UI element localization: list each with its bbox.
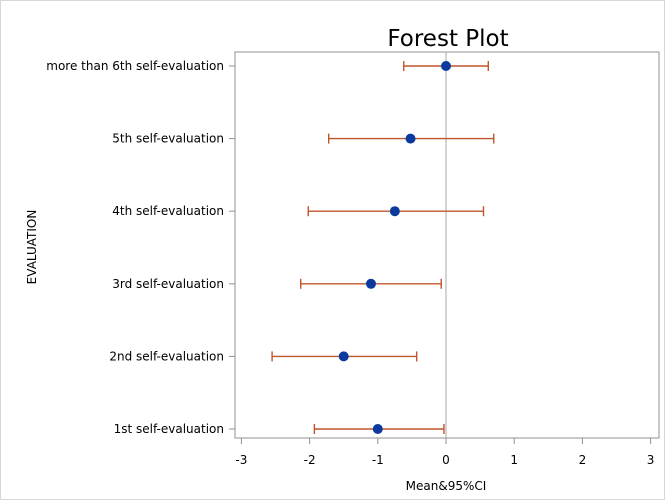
chart-title: Forest Plot <box>387 26 508 52</box>
x-tick-label: -2 <box>304 453 316 467</box>
mean-points <box>338 61 451 434</box>
y-tick-label: 1st self-evaluation <box>114 422 224 436</box>
y-tick-label: 2nd self-evaluation <box>109 349 224 363</box>
y-axis-label: EVALUATION <box>25 210 39 285</box>
x-axis-ticks: -3 -2 -1 0 1 2 3 <box>235 438 654 467</box>
y-tick-label: more than 6th self-evaluation <box>46 59 224 73</box>
mean-point <box>365 278 376 289</box>
x-axis-label: Mean&95%CI <box>406 479 487 493</box>
mean-point <box>372 424 383 434</box>
plot-area <box>234 51 660 439</box>
mean-point <box>338 351 349 362</box>
y-axis-ticks: more than 6th self-evaluation 5th self-ev… <box>46 59 235 436</box>
x-tick-label: 3 <box>647 453 655 467</box>
confidence-intervals <box>271 61 495 434</box>
y-tick-label: 3rd self-evaluation <box>112 277 224 291</box>
mean-point <box>441 61 451 71</box>
mean-point <box>389 206 400 217</box>
y-tick-label: 4th self-evaluation <box>112 204 224 218</box>
mean-point <box>405 133 416 144</box>
y-tick-label: 5th self-evaluation <box>112 132 224 146</box>
x-tick-label: 1 <box>510 453 518 467</box>
x-tick-label: -1 <box>372 453 384 467</box>
x-tick-label: 0 <box>442 453 450 467</box>
x-tick-label: 2 <box>579 453 587 467</box>
x-tick-label: -3 <box>235 453 247 467</box>
